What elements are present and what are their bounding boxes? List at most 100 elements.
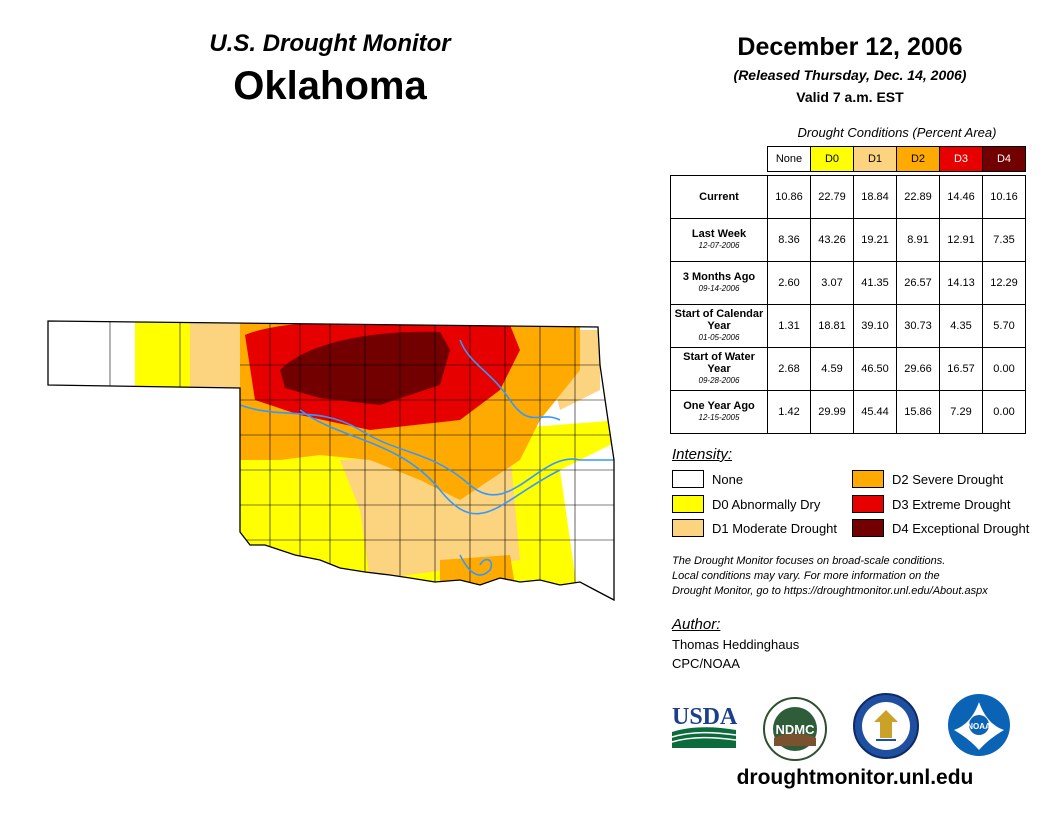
legend-item-d3: D3 Extreme Drought xyxy=(852,495,1011,513)
cell-none: 1.42 xyxy=(767,390,811,434)
cell-d1: 45.44 xyxy=(853,390,897,434)
row-label: Last Week 12-07-2006 xyxy=(670,218,768,262)
note-line: Drought Monitor, go to https://droughtmo… xyxy=(672,585,988,597)
table-row-start-calendar-year: Start of Calendar Year 01-05-2006 1.31 18… xyxy=(670,304,1026,348)
cell-d4: 12.29 xyxy=(982,261,1026,305)
column-header-d3: D3 xyxy=(939,146,983,172)
ndmc-logo: NDMC xyxy=(763,697,827,761)
cell-d3: 14.46 xyxy=(939,175,983,219)
row-label: One Year Ago 12-15-2005 xyxy=(670,390,768,434)
row-date: 12-15-2005 xyxy=(698,413,740,422)
cell-d4: 5.70 xyxy=(982,304,1026,348)
cell-d2: 26.57 xyxy=(896,261,940,305)
svg-text:NOAA: NOAA xyxy=(967,722,991,731)
cell-none: 8.36 xyxy=(767,218,811,262)
legend-swatch xyxy=(672,495,704,513)
cell-d4: 0.00 xyxy=(982,390,1026,434)
cell-d0: 3.07 xyxy=(810,261,854,305)
state-title: Oklahoma xyxy=(233,64,427,108)
cell-d1: 41.35 xyxy=(853,261,897,305)
map-date: December 12, 2006 xyxy=(737,33,963,61)
map-super-title: U.S. Drought Monitor xyxy=(209,30,451,57)
row-label: Start of Water Year 09-28-2006 xyxy=(670,347,768,391)
cell-none: 10.86 xyxy=(767,175,811,219)
table-row-one-year-ago: One Year Ago 12-15-2005 1.42 29.99 45.44 … xyxy=(670,390,1026,434)
legend-swatch xyxy=(852,470,884,488)
legend-label: D3 Extreme Drought xyxy=(892,496,1011,512)
table-row-3-months-ago: 3 Months Ago 09-14-2006 2.60 3.07 41.35 2… xyxy=(670,261,1026,305)
legend-label: D4 Exceptional Drought xyxy=(892,520,1030,536)
cell-d3: 4.35 xyxy=(939,304,983,348)
table-row-last-week: Last Week 12-07-2006 8.36 43.26 19.21 8.9… xyxy=(670,218,1026,262)
column-header-d4: D4 xyxy=(982,146,1026,172)
cell-d3: 16.57 xyxy=(939,347,983,391)
county-lines xyxy=(109,321,614,600)
cell-d1: 46.50 xyxy=(853,347,897,391)
zone-d2-south xyxy=(440,555,515,588)
author-heading: Author: xyxy=(672,616,721,633)
author-org: CPC/NOAA xyxy=(672,656,740,671)
legend-swatch xyxy=(672,519,704,537)
note-line: Local conditions may vary. For more info… xyxy=(672,570,940,582)
cell-d0: 29.99 xyxy=(810,390,854,434)
cell-d0: 18.81 xyxy=(810,304,854,348)
legend-label: None xyxy=(712,471,744,487)
row-label: Start of Calendar Year 01-05-2006 xyxy=(670,304,768,348)
usda-logo: USDA xyxy=(671,704,738,748)
legend-label: D0 Abnormally Dry xyxy=(712,496,821,512)
cell-d4: 7.35 xyxy=(982,218,1026,262)
legend-swatch xyxy=(852,519,884,537)
row-date: 01-05-2006 xyxy=(698,333,740,342)
disclaimer-note: The Drought Monitor focuses on broad-sca… xyxy=(672,554,1042,599)
cell-d2: 22.89 xyxy=(896,175,940,219)
author-name: Thomas Heddinghaus xyxy=(672,637,800,652)
table-header-blank xyxy=(670,146,768,172)
cell-d0: 43.26 xyxy=(810,218,854,262)
cell-d1: 39.10 xyxy=(853,304,897,348)
website-url[interactable]: droughtmonitor.unl.edu xyxy=(736,766,974,789)
cell-d3: 14.13 xyxy=(939,261,983,305)
zone-d1-panhandle xyxy=(190,321,255,390)
row-date: 09-28-2006 xyxy=(698,376,740,385)
legend-item-d2: D2 Severe Drought xyxy=(852,470,1003,488)
legend-label: D1 Moderate Drought xyxy=(712,520,838,536)
noaa-logo: NOAA xyxy=(948,694,1010,756)
cell-d4: 0.00 xyxy=(982,347,1026,391)
note-line: The Drought Monitor focuses on broad-sca… xyxy=(672,555,946,567)
valid-time: Valid 7 a.m. EST xyxy=(796,89,904,105)
svg-text:USDA: USDA xyxy=(672,704,738,730)
cell-d0: 22.79 xyxy=(810,175,854,219)
column-header-d2: D2 xyxy=(896,146,940,172)
cell-d1: 18.84 xyxy=(853,175,897,219)
legend-swatch xyxy=(852,495,884,513)
cell-d2: 8.91 xyxy=(896,218,940,262)
legend-title: Intensity: xyxy=(672,446,733,463)
release-date: (Released Thursday, Dec. 14, 2006) xyxy=(733,67,967,83)
cell-d3: 12.91 xyxy=(939,218,983,262)
state-outline xyxy=(47,320,615,602)
legend-item-d1: D1 Moderate Drought xyxy=(672,519,837,537)
cell-d0: 4.59 xyxy=(810,347,854,391)
cell-none: 1.31 xyxy=(767,304,811,348)
legend-item-d4: D4 Exceptional Drought xyxy=(852,519,1029,537)
row-label: Current xyxy=(670,175,768,219)
cell-d2: 29.66 xyxy=(896,347,940,391)
rivers xyxy=(239,339,614,576)
cell-d2: 15.86 xyxy=(896,390,940,434)
drought-stats-table: None D0 D1 D2 D3 D4 Current 10.86 22.79 … xyxy=(670,146,1026,434)
legend-item-none: None xyxy=(672,470,743,488)
drought-map xyxy=(47,320,615,602)
cell-d4: 10.16 xyxy=(982,175,1026,219)
legend-swatch xyxy=(672,470,704,488)
table-row-start-water-year: Start of Water Year 09-28-2006 2.68 4.59 … xyxy=(670,347,1026,391)
column-header-none: None xyxy=(767,146,811,172)
zone-none-southeast xyxy=(560,440,614,600)
column-header-d1: D1 xyxy=(853,146,897,172)
table-caption: Drought Conditions (Percent Area) xyxy=(797,125,997,140)
cell-none: 2.68 xyxy=(767,347,811,391)
row-date: 09-14-2006 xyxy=(698,284,740,293)
row-label: 3 Months Ago 09-14-2006 xyxy=(670,261,768,305)
table-row-current: Current 10.86 22.79 18.84 22.89 14.46 10… xyxy=(670,175,1026,219)
cell-none: 2.60 xyxy=(767,261,811,305)
table-header-row: None D0 D1 D2 D3 D4 xyxy=(670,146,1026,172)
